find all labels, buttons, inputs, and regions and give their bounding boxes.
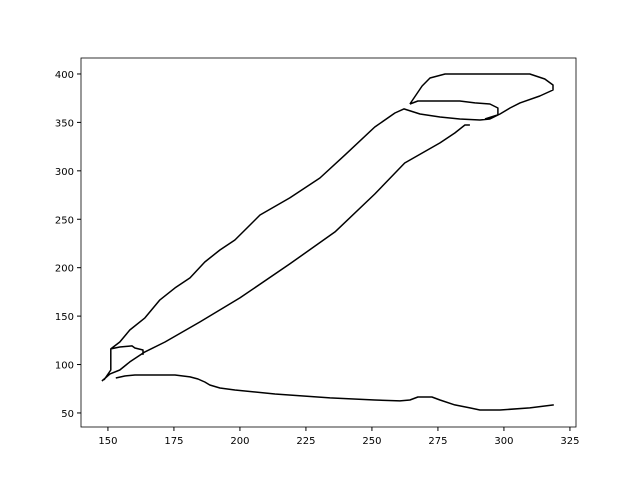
y-tick-label: 50 <box>61 409 74 420</box>
plot-frame <box>80 57 577 428</box>
y-tick-label: 150 <box>55 312 74 323</box>
line <box>101 73 554 411</box>
x-tick-label: 250 <box>362 436 381 447</box>
y-tick-label: 250 <box>55 215 74 226</box>
x-tick-label: 225 <box>296 436 315 447</box>
x-tick-label: 150 <box>98 436 117 447</box>
x-tick-label: 300 <box>494 436 513 447</box>
y-tick-label: 200 <box>55 264 74 275</box>
x-tick-label: 200 <box>230 436 249 447</box>
x-tick-label: 275 <box>428 436 447 447</box>
y-tick-label: 400 <box>55 70 74 81</box>
y-tick-label: 300 <box>55 167 74 178</box>
x-tick-label: 175 <box>164 436 183 447</box>
y-tick-label: 350 <box>55 118 74 129</box>
x-tick-label: 325 <box>560 436 579 447</box>
y-tick-label: 100 <box>55 361 74 372</box>
